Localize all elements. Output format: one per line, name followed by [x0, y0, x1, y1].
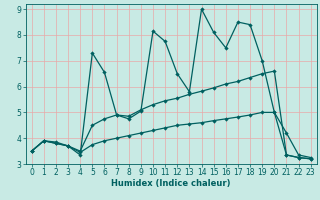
X-axis label: Humidex (Indice chaleur): Humidex (Indice chaleur)	[111, 179, 231, 188]
